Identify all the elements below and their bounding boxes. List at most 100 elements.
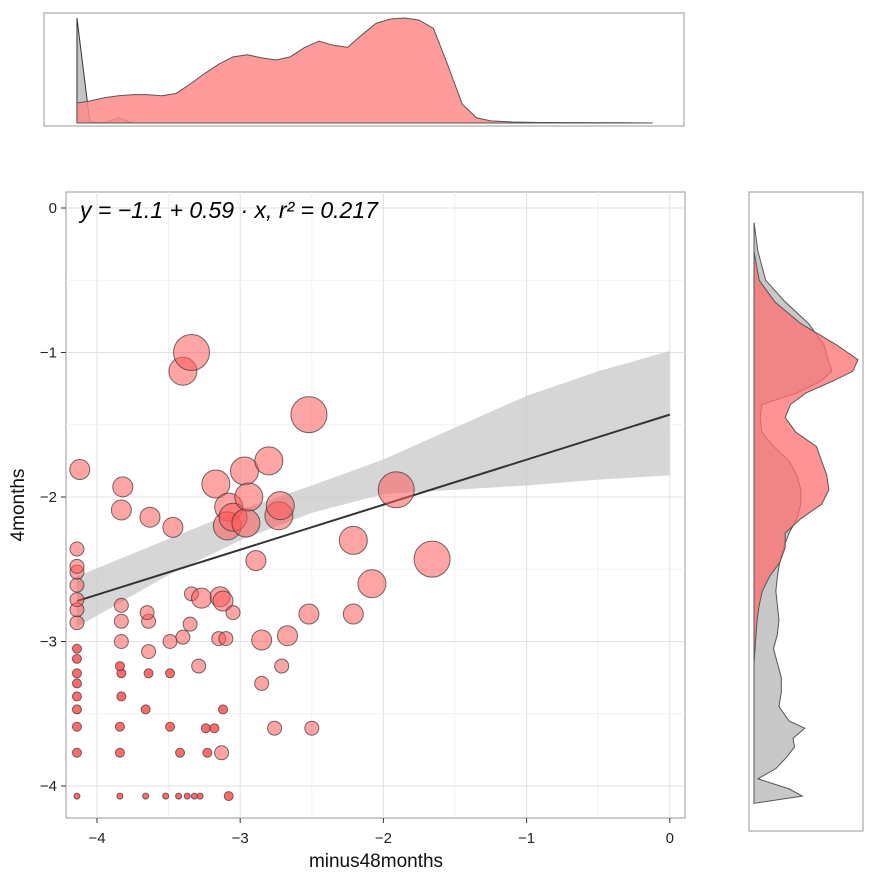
scatter-point — [357, 569, 387, 599]
scatter-point — [265, 491, 295, 521]
scatter-point — [175, 747, 186, 758]
scatter-point — [165, 668, 176, 679]
x-axis-title: minus48months — [309, 851, 443, 872]
scatter-point — [71, 721, 82, 732]
scatter-point — [182, 616, 198, 632]
scatter-point — [71, 653, 82, 664]
x-tick-label: −4 — [88, 830, 105, 847]
scatter-point — [69, 615, 85, 631]
scatter-point — [304, 720, 320, 736]
scatter-point — [71, 668, 82, 679]
scatter-point — [267, 720, 283, 736]
x-tick-label: 0 — [666, 830, 674, 847]
scatter-point — [377, 471, 415, 509]
scatter-point — [114, 747, 125, 758]
scatter-point — [69, 577, 85, 593]
scatter-point — [162, 792, 170, 800]
scatter-point — [116, 792, 124, 800]
scatter-point — [191, 587, 213, 609]
scatter-point — [196, 792, 204, 800]
scatter-point — [139, 605, 155, 621]
scatter-point — [183, 792, 191, 800]
scatter-point — [231, 508, 261, 538]
y-tick-label: −4 — [40, 778, 57, 795]
plot-area — [65, 191, 686, 819]
scatter-point — [142, 792, 150, 800]
y-tick-label: −1 — [40, 345, 57, 362]
scatter-point — [190, 792, 198, 800]
confidence-band — [76, 351, 670, 628]
scatter-point — [71, 747, 82, 758]
scatter-point — [254, 675, 270, 691]
scatter-point — [298, 603, 320, 625]
grid-lines — [66, 192, 685, 818]
scatter-point — [212, 590, 234, 612]
scatter-point — [139, 506, 161, 528]
scatter-point — [113, 597, 129, 613]
right-marginal-panel — [748, 191, 864, 832]
scatter-point — [69, 459, 91, 481]
x-axis-ticks: −4 −3 −2 −1 0 — [88, 818, 674, 847]
scatter-point — [223, 791, 234, 802]
scatter-point — [114, 661, 125, 672]
regression-line — [76, 413, 671, 602]
scatter-point — [73, 792, 81, 800]
scatter-point — [338, 525, 368, 555]
regression-equation: y = −1.1 + 0.59 · x, r² = 0.217 — [78, 197, 379, 223]
scatter-point — [162, 516, 184, 538]
scatter-point — [274, 658, 290, 674]
main-panel: y = −1.1 + 0.59 · x, r² = 0.217 −4 −3 −2 −1… — [8, 191, 686, 872]
scatter-point — [140, 704, 151, 715]
scatter-point — [342, 603, 364, 625]
scatter-point — [114, 721, 125, 732]
scatter-point — [71, 691, 82, 702]
scatter-point — [173, 334, 211, 371]
scatter-points — [69, 334, 451, 802]
scatter-point — [214, 745, 230, 761]
scatter-point — [251, 629, 273, 651]
y-axis-ticks: 0 −1 −2 −3 −4 — [40, 200, 66, 795]
scatter-point — [229, 456, 259, 486]
scatter-point — [225, 605, 241, 621]
scatter-point — [113, 634, 129, 649]
scatter-point — [413, 540, 451, 578]
scatter-point — [165, 721, 176, 732]
y-tick-label: −3 — [40, 634, 57, 651]
scatter-point — [71, 678, 82, 689]
scatter-point — [202, 747, 213, 758]
x-tick-label: −2 — [375, 830, 392, 847]
scatter-point — [200, 723, 211, 734]
scatter-point — [69, 558, 85, 574]
y-tick-label: 0 — [49, 200, 57, 217]
scatter-point — [209, 723, 220, 734]
scatter-point — [290, 396, 328, 434]
scatter-point — [175, 629, 191, 645]
scatter-point — [191, 658, 207, 674]
scatter-point — [141, 644, 157, 660]
x-tick-label: −3 — [232, 830, 249, 847]
scatter-point — [175, 792, 183, 800]
top-density-curve — [76, 17, 653, 124]
y-axis-title: 4months — [8, 469, 29, 542]
y-tick-label: −2 — [40, 489, 57, 506]
scatter-point — [113, 613, 129, 629]
top-marginal-panel — [43, 12, 685, 127]
scatter-point — [201, 469, 231, 499]
scatter-point — [218, 631, 234, 647]
scatter-point — [69, 541, 85, 557]
scatter-point — [254, 446, 284, 476]
scatter-point — [218, 704, 229, 715]
scatter-point — [116, 691, 127, 702]
x-tick-label: −1 — [518, 830, 535, 847]
scatter-point — [112, 476, 134, 498]
scatter-point — [162, 634, 178, 649]
scatter-point — [276, 625, 298, 647]
scatter-point — [110, 499, 132, 521]
scatter-point — [245, 550, 267, 572]
right-density-red — [753, 222, 859, 804]
scatter-point — [71, 643, 82, 654]
scatter-point — [71, 704, 82, 715]
scatter-point — [69, 592, 85, 608]
scatter-point — [234, 482, 264, 512]
